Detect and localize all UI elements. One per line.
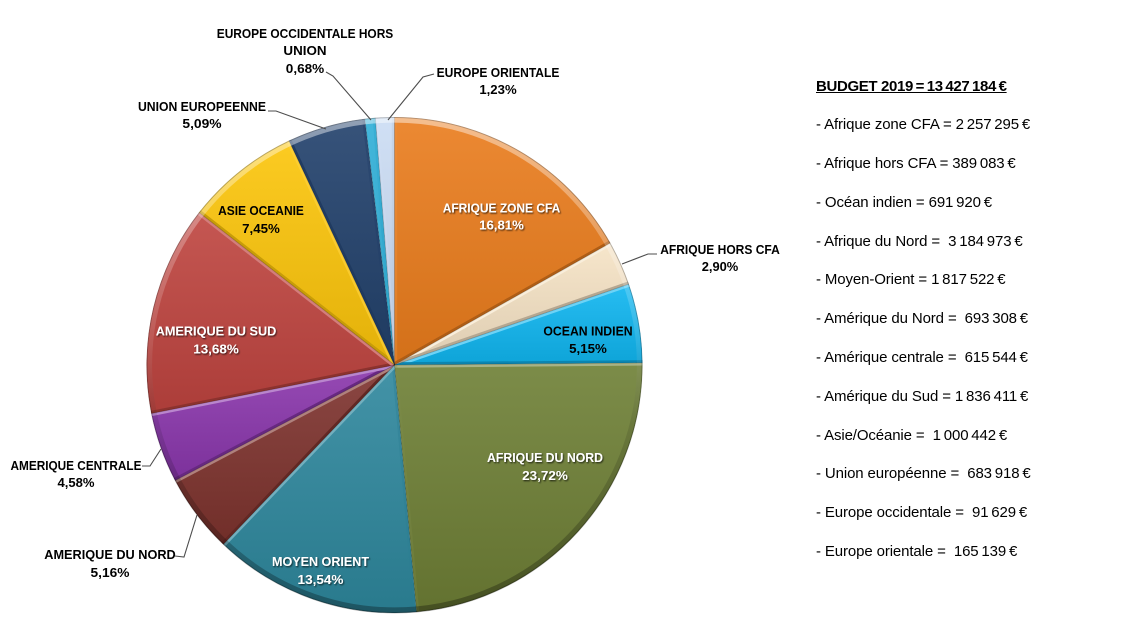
svg-text:7,45%: 7,45%: [242, 221, 280, 236]
svg-text:AMERIQUE DU SUD: AMERIQUE DU SUD: [156, 324, 277, 339]
svg-text:4,58%: 4,58%: [58, 475, 95, 490]
svg-text:16,81%: 16,81%: [479, 218, 524, 233]
svg-text:5,09%: 5,09%: [182, 116, 221, 131]
svg-text:AMERIQUE CENTRALE: AMERIQUE CENTRALE: [11, 458, 142, 473]
svg-text:13,68%: 13,68%: [193, 342, 239, 357]
svg-text:0,68%: 0,68%: [286, 61, 325, 76]
svg-text:5,16%: 5,16%: [91, 565, 130, 580]
svg-text:1,23%: 1,23%: [479, 82, 517, 97]
svg-text:AFRIQUE DU NORD: AFRIQUE DU NORD: [487, 450, 603, 465]
svg-text:ASIE OCEANIE: ASIE OCEANIE: [218, 203, 304, 218]
svg-text:UNION: UNION: [283, 43, 326, 58]
svg-text:13,54%: 13,54%: [298, 572, 344, 587]
svg-text:EUROPE OCCIDENTALE HORS: EUROPE OCCIDENTALE HORS: [217, 26, 394, 41]
svg-text:2,90%: 2,90%: [702, 259, 739, 274]
svg-text:OCEAN INDIEN: OCEAN INDIEN: [543, 324, 632, 339]
svg-text:23,72%: 23,72%: [522, 468, 568, 483]
svg-text:5,15%: 5,15%: [569, 341, 607, 356]
svg-text:AFRIQUE HORS CFA: AFRIQUE HORS CFA: [660, 242, 780, 257]
svg-text:AMERIQUE DU NORD: AMERIQUE DU NORD: [44, 547, 176, 562]
svg-text:AFRIQUE ZONE CFA: AFRIQUE ZONE CFA: [443, 201, 561, 216]
svg-text:EUROPE ORIENTALE: EUROPE ORIENTALE: [437, 65, 560, 80]
svg-text:UNION EUROPEENNE: UNION EUROPEENNE: [138, 99, 266, 114]
svg-text:MOYEN ORIENT: MOYEN ORIENT: [272, 554, 369, 569]
